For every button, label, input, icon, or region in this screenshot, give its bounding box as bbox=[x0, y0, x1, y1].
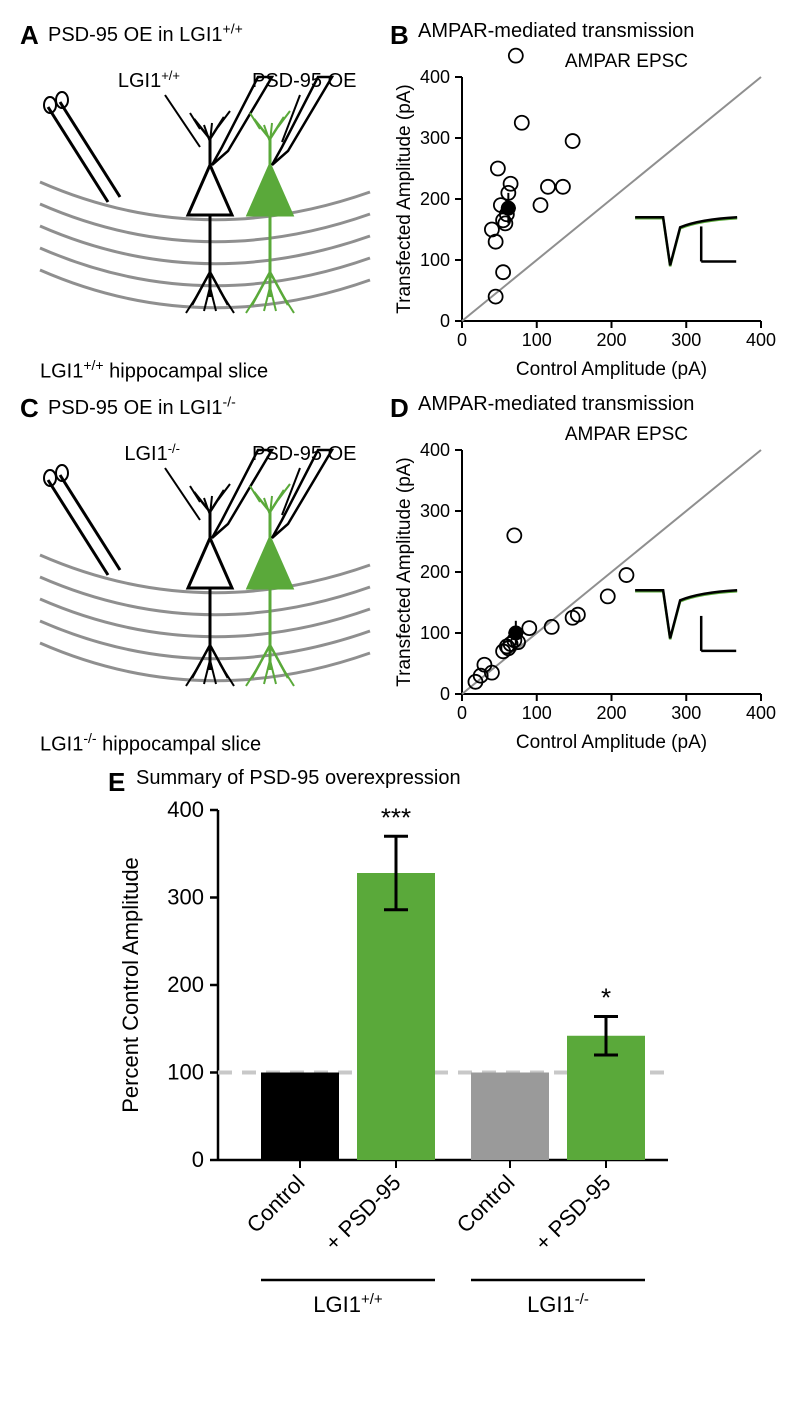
svg-text:400: 400 bbox=[420, 440, 450, 460]
panel-e-label: E bbox=[108, 767, 125, 798]
svg-text:100: 100 bbox=[167, 1059, 204, 1084]
panel-d-title: AMPAR-mediated transmission bbox=[418, 393, 694, 415]
svg-text:Transfected Amplitude (pA): Transfected Amplitude (pA) bbox=[394, 458, 415, 688]
svg-text:Transfected Amplitude (pA): Transfected Amplitude (pA) bbox=[394, 84, 415, 314]
figure: A PSD-95 OE in LGI1+/+ LGI1+/+ PSD-95 OE … bbox=[20, 20, 776, 1350]
svg-text:100: 100 bbox=[420, 623, 450, 643]
svg-text:Control Amplitude (pA): Control Amplitude (pA) bbox=[516, 359, 707, 380]
row-cd: C PSD-95 OE in LGI1-/- LGI1-/-PSD-95 OE … bbox=[20, 393, 776, 756]
svg-text:200: 200 bbox=[420, 189, 450, 209]
svg-text:300: 300 bbox=[420, 501, 450, 521]
panel-c-diagram: LGI1-/- PSD-95 OE bbox=[20, 420, 390, 740]
panel-c-bottom: LGI1-/- hippocampal slice bbox=[40, 730, 390, 757]
panel-b: B AMPAR-mediated transmission AMPAR EPSC… bbox=[390, 20, 776, 383]
panel-c-title: PSD-95 OE in LGI1-/- bbox=[48, 397, 236, 419]
svg-text:LGI1-/-: LGI1-/- bbox=[527, 1290, 589, 1317]
svg-text:0: 0 bbox=[440, 684, 450, 704]
svg-text:***: *** bbox=[381, 802, 411, 832]
panel-a-label: A bbox=[20, 20, 39, 51]
row-ab: A PSD-95 OE in LGI1+/+ LGI1+/+PSD-95 OE … bbox=[20, 20, 776, 383]
panel-e-bar: 0 100 200 300 400 Percent Control Amplitude Co… bbox=[88, 790, 708, 1350]
panel-b-title: AMPAR-mediated transmission bbox=[418, 20, 694, 42]
svg-text:LGI1+/+: LGI1+/+ bbox=[118, 67, 180, 92]
svg-text:400: 400 bbox=[746, 703, 776, 723]
svg-text:300: 300 bbox=[671, 330, 701, 350]
svg-text:200: 200 bbox=[420, 562, 450, 582]
svg-text:Control: Control bbox=[452, 1169, 520, 1237]
svg-text:0: 0 bbox=[457, 703, 467, 723]
svg-text:+ PSD-95: + PSD-95 bbox=[320, 1169, 406, 1255]
svg-text:100: 100 bbox=[420, 250, 450, 270]
svg-text:300: 300 bbox=[420, 128, 450, 148]
panel-b-label: B bbox=[390, 20, 409, 51]
panel-d-label: D bbox=[390, 393, 409, 424]
row-e: E Summary of PSD-95 overexpression 0 100 2… bbox=[20, 767, 776, 1350]
svg-text:300: 300 bbox=[167, 884, 204, 909]
svg-text:LGI1+/+: LGI1+/+ bbox=[313, 1290, 383, 1317]
panel-c-label: C bbox=[20, 393, 39, 424]
svg-text:400: 400 bbox=[420, 67, 450, 87]
panel-c: C PSD-95 OE in LGI1-/- LGI1-/-PSD-95 OE … bbox=[20, 393, 390, 756]
svg-text:Control Amplitude (pA): Control Amplitude (pA) bbox=[516, 732, 707, 753]
panel-e-title: Summary of PSD-95 overexpression bbox=[136, 767, 461, 789]
svg-text:0: 0 bbox=[192, 1147, 204, 1172]
svg-text:*: * bbox=[601, 982, 611, 1012]
svg-text:400: 400 bbox=[746, 330, 776, 350]
svg-text:PSD-95 OE: PSD-95 OE bbox=[252, 70, 356, 92]
svg-text:100: 100 bbox=[522, 703, 552, 723]
svg-text:0: 0 bbox=[440, 311, 450, 331]
svg-text:200: 200 bbox=[596, 330, 626, 350]
svg-text:0: 0 bbox=[457, 330, 467, 350]
svg-text:AMPAR EPSC: AMPAR EPSC bbox=[565, 424, 688, 445]
svg-text:200: 200 bbox=[596, 703, 626, 723]
panel-d-scatter: AMPAR EPSC 00 100 100 200 200 300 300 400 400 Cont… bbox=[390, 416, 776, 756]
svg-text:400: 400 bbox=[167, 797, 204, 822]
panel-d: D AMPAR-mediated transmission AMPAR EPSC… bbox=[390, 393, 776, 756]
svg-text:Control: Control bbox=[242, 1169, 310, 1237]
panel-a-bottom: LGI1+/+ hippocampal slice bbox=[40, 357, 390, 384]
panel-a-title: PSD-95 OE in LGI1+/+ bbox=[48, 24, 243, 46]
panel-a: A PSD-95 OE in LGI1+/+ LGI1+/+PSD-95 OE … bbox=[20, 20, 390, 383]
panel-a-diagram: LGI1+/+ PSD-95 OE bbox=[20, 47, 390, 367]
panel-b-scatter: AMPAR EPSC 00 100 100 200 200 300 300 400 400 Cont… bbox=[390, 43, 776, 383]
svg-text:200: 200 bbox=[167, 972, 204, 997]
panel-e: E Summary of PSD-95 overexpression 0 100 2… bbox=[88, 767, 708, 1350]
svg-text:Percent Control Amplitude: Percent Control Amplitude bbox=[118, 857, 143, 1113]
svg-text:PSD-95 OE: PSD-95 OE bbox=[252, 443, 356, 465]
svg-text:LGI1-/-: LGI1-/- bbox=[124, 440, 180, 465]
svg-text:AMPAR EPSC: AMPAR EPSC bbox=[565, 51, 688, 72]
svg-text:100: 100 bbox=[522, 330, 552, 350]
svg-text:+ PSD-95: + PSD-95 bbox=[530, 1169, 616, 1255]
svg-text:300: 300 bbox=[671, 703, 701, 723]
